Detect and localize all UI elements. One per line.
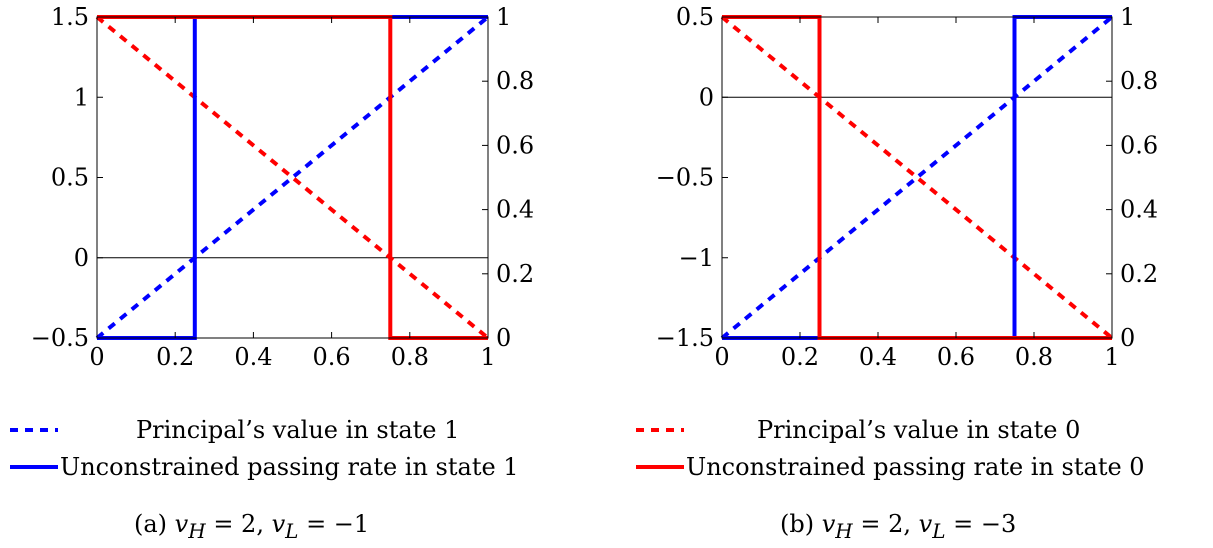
x-tick-label: 0.4	[234, 343, 272, 371]
legend-item-rate-state-0: Unconstrained passing rate in state 0	[634, 448, 1145, 485]
legend-swatch-red-dashed	[634, 425, 686, 435]
x-tick-label: 1	[480, 343, 495, 371]
y-left-tick-label: 0	[699, 83, 714, 111]
y-right-tick-label: 0.8	[1120, 67, 1158, 95]
y-left-tick-label: −0.5	[656, 164, 714, 192]
value-line-blue	[720, 15, 1114, 340]
y-right-tick-label: 1	[496, 3, 511, 31]
caption-sub: H	[835, 518, 853, 543]
y-left-tick-label: 0.5	[51, 164, 89, 192]
x-tick-label: 0.6	[937, 343, 975, 371]
legend-swatch-red-solid	[634, 462, 686, 472]
caption-var: v	[821, 510, 836, 538]
y-right-tick-label: 0.8	[496, 67, 534, 95]
caption-a: (a) vH = 2, vL = −1	[134, 510, 369, 543]
y-left-tick-label: −1	[679, 244, 714, 272]
y-right-tick-label: 0	[496, 324, 511, 352]
y-right-tick-label: 0.2	[1120, 260, 1158, 288]
legend-label: Principal’s value in state 0	[757, 415, 1081, 444]
x-tick-label: 0.2	[156, 343, 194, 371]
legend-label: Unconstrained passing rate in state 1	[60, 452, 519, 481]
legend-swatch-blue-dashed	[8, 425, 60, 435]
x-tick-label: 0	[714, 343, 729, 371]
legend-item-rate-state-1: Unconstrained passing rate in state 1	[8, 448, 519, 485]
y-right-tick-label: 0.6	[496, 131, 534, 159]
legend-swatch-blue-solid	[8, 462, 60, 472]
x-tick-label: 1	[1104, 343, 1119, 371]
y-right-tick-label: 0.6	[1120, 131, 1158, 159]
legend-right: Principal’s value in state 0 Unconstrain…	[634, 411, 1145, 485]
caption-b: (b) vH = 2, vL = −3	[780, 510, 1016, 543]
y-right-tick-label: 0.4	[496, 196, 534, 224]
caption-var: v	[271, 510, 286, 538]
x-tick-label: 0	[89, 343, 104, 371]
caption-sub: L	[285, 518, 299, 543]
x-tick-label: 0.6	[313, 343, 351, 371]
caption-var: v	[918, 510, 933, 538]
caption-sub: L	[932, 518, 946, 543]
value-line-red	[720, 15, 1114, 340]
legend-item-value-state-0: Principal’s value in state 0	[634, 411, 1145, 448]
caption-suffix: = −1	[298, 510, 370, 538]
y-left-tick-label: 0.5	[676, 3, 714, 31]
caption-prefix: (b)	[780, 510, 822, 538]
legend-left: Principal’s value in state 1 Unconstrain…	[8, 411, 519, 485]
y-left-tick-label: 1	[74, 83, 89, 111]
value-line-blue	[95, 15, 490, 340]
y-left-tick-label: −0.5	[31, 324, 89, 352]
caption-sub: H	[188, 518, 206, 543]
y-right-tick-label: 1	[1120, 3, 1135, 31]
caption-prefix: (a)	[134, 510, 175, 538]
y-left-tick-label: −1.5	[656, 324, 714, 352]
x-tick-label: 0.4	[859, 343, 897, 371]
caption-mid: = 2,	[205, 510, 272, 538]
legend-label: Unconstrained passing rate in state 0	[686, 452, 1145, 481]
caption-suffix: = −3	[945, 510, 1017, 538]
value-line-red	[95, 15, 490, 340]
x-tick-label: 0.2	[781, 343, 819, 371]
y-left-tick-label: 0	[74, 244, 89, 272]
y-left-tick-label: 1.5	[51, 3, 89, 31]
chart-b: 0 0.2 0.4 0.6 0.8 1 −1.5 −1 −0.5 0 0.5 0 0.2 0.4 0.6 0.…	[656, 3, 1158, 371]
y-right-tick-label: 0.4	[1120, 196, 1158, 224]
chart-a: 0 0.2 0.4 0.6 0.8 1−0.500.511.500.20.40.60.81	[31, 3, 534, 371]
caption-mid: = 2,	[852, 510, 919, 538]
caption-var: v	[174, 510, 189, 538]
x-tick-label: 0.8	[1015, 343, 1053, 371]
legend-label: Principal’s value in state 1	[136, 415, 460, 444]
legend-item-value-state-1: Principal’s value in state 1	[8, 411, 519, 448]
y-right-tick-label: 0.2	[496, 260, 534, 288]
x-tick-label: 0.8	[391, 343, 429, 371]
y-right-tick-label: 0	[1120, 324, 1135, 352]
